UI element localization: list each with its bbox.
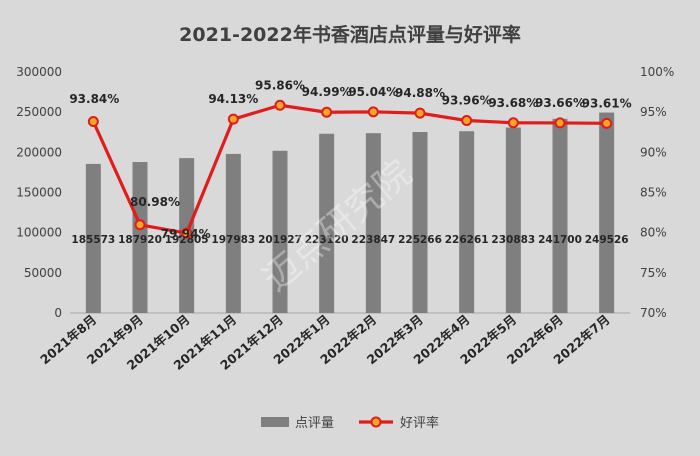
bar-8 [412,132,428,313]
y-left-tick-label: 300000 [16,65,62,79]
bar-12 [599,112,615,313]
line-value-label: 79.94% [161,227,211,241]
line-value-label: 93.68% [488,96,538,110]
y-left-tick-label: 250000 [16,105,62,119]
line-point-4 [227,113,239,125]
bar-value-label: 197983 [211,234,255,246]
line-point-8 [414,107,426,119]
line-point-1 [87,115,99,127]
legend-marker [370,416,382,428]
line-value-label: 93.66% [535,96,585,110]
y-right-tick-label: 85% [640,186,667,200]
line-value-label: 94.13% [208,92,258,106]
y-right-tick-label: 90% [640,145,667,159]
y-left-tick-label: 0 [54,306,62,320]
chart-title: 2021-2022年书香酒店点评量与好评率 [179,23,521,46]
line-point-6 [321,106,333,118]
bar-6 [319,133,335,313]
bar-value-label: 223120 [305,234,349,246]
series-line-haopinglv [91,103,607,235]
bar-value-label: 230883 [491,234,535,246]
line-point-9 [461,115,473,127]
line-value-label: 93.61% [582,96,632,110]
bar-value-label: 249526 [585,234,629,246]
bar-5 [272,150,288,313]
bar-value-label: 201927 [258,234,302,246]
line-point-10 [507,117,519,129]
bar-10 [505,127,521,313]
bar-4 [225,153,241,313]
line-point-2 [134,219,146,231]
line-point-5 [274,99,286,111]
legend-swatch-bar [261,417,289,427]
legend-label-line: 好评率 [400,415,439,431]
y-right-tick-label: 75% [640,266,667,280]
line-value-label: 93.96% [442,94,492,108]
y-left-tick-label: 50000 [24,266,62,280]
bar-2 [132,162,148,313]
line-value-label: 93.84% [69,92,119,106]
line-point-3 [181,227,193,239]
line-value-label: 94.99% [302,85,352,99]
bar-9 [459,131,475,313]
y-right-tick-label: 100% [640,65,674,79]
y-left-tick-label: 100000 [16,226,62,240]
bar-1 [85,163,101,313]
y-left-tick-label: 150000 [16,186,62,200]
bar-value-label: 241700 [538,234,582,246]
line-value-label: 95.86% [255,78,305,92]
line-value-label: 80.98% [130,195,180,209]
y-left-tick-label: 200000 [16,145,62,159]
bar-value-label: 223847 [351,234,395,246]
y-right-tick-label: 70% [640,306,667,320]
line-point-11 [554,117,566,129]
bar-value-label: 192805 [165,234,209,246]
bar-11 [552,118,568,313]
line-point-7 [367,106,379,118]
legend-label-bar: 点评量 [295,416,334,431]
line-value-label: 94.88% [395,86,445,100]
y-right-tick-label: 95% [640,105,667,119]
bar-value-label: 187920 [118,234,162,246]
line-point-12 [601,117,613,129]
bar-value-label: 226261 [445,234,489,246]
bar-value-label: 185573 [71,234,115,246]
y-right-tick-label: 80% [640,226,667,240]
line-value-label: 95.04% [348,85,398,99]
bar-value-label: 225266 [398,234,442,246]
bar-7 [365,133,381,313]
